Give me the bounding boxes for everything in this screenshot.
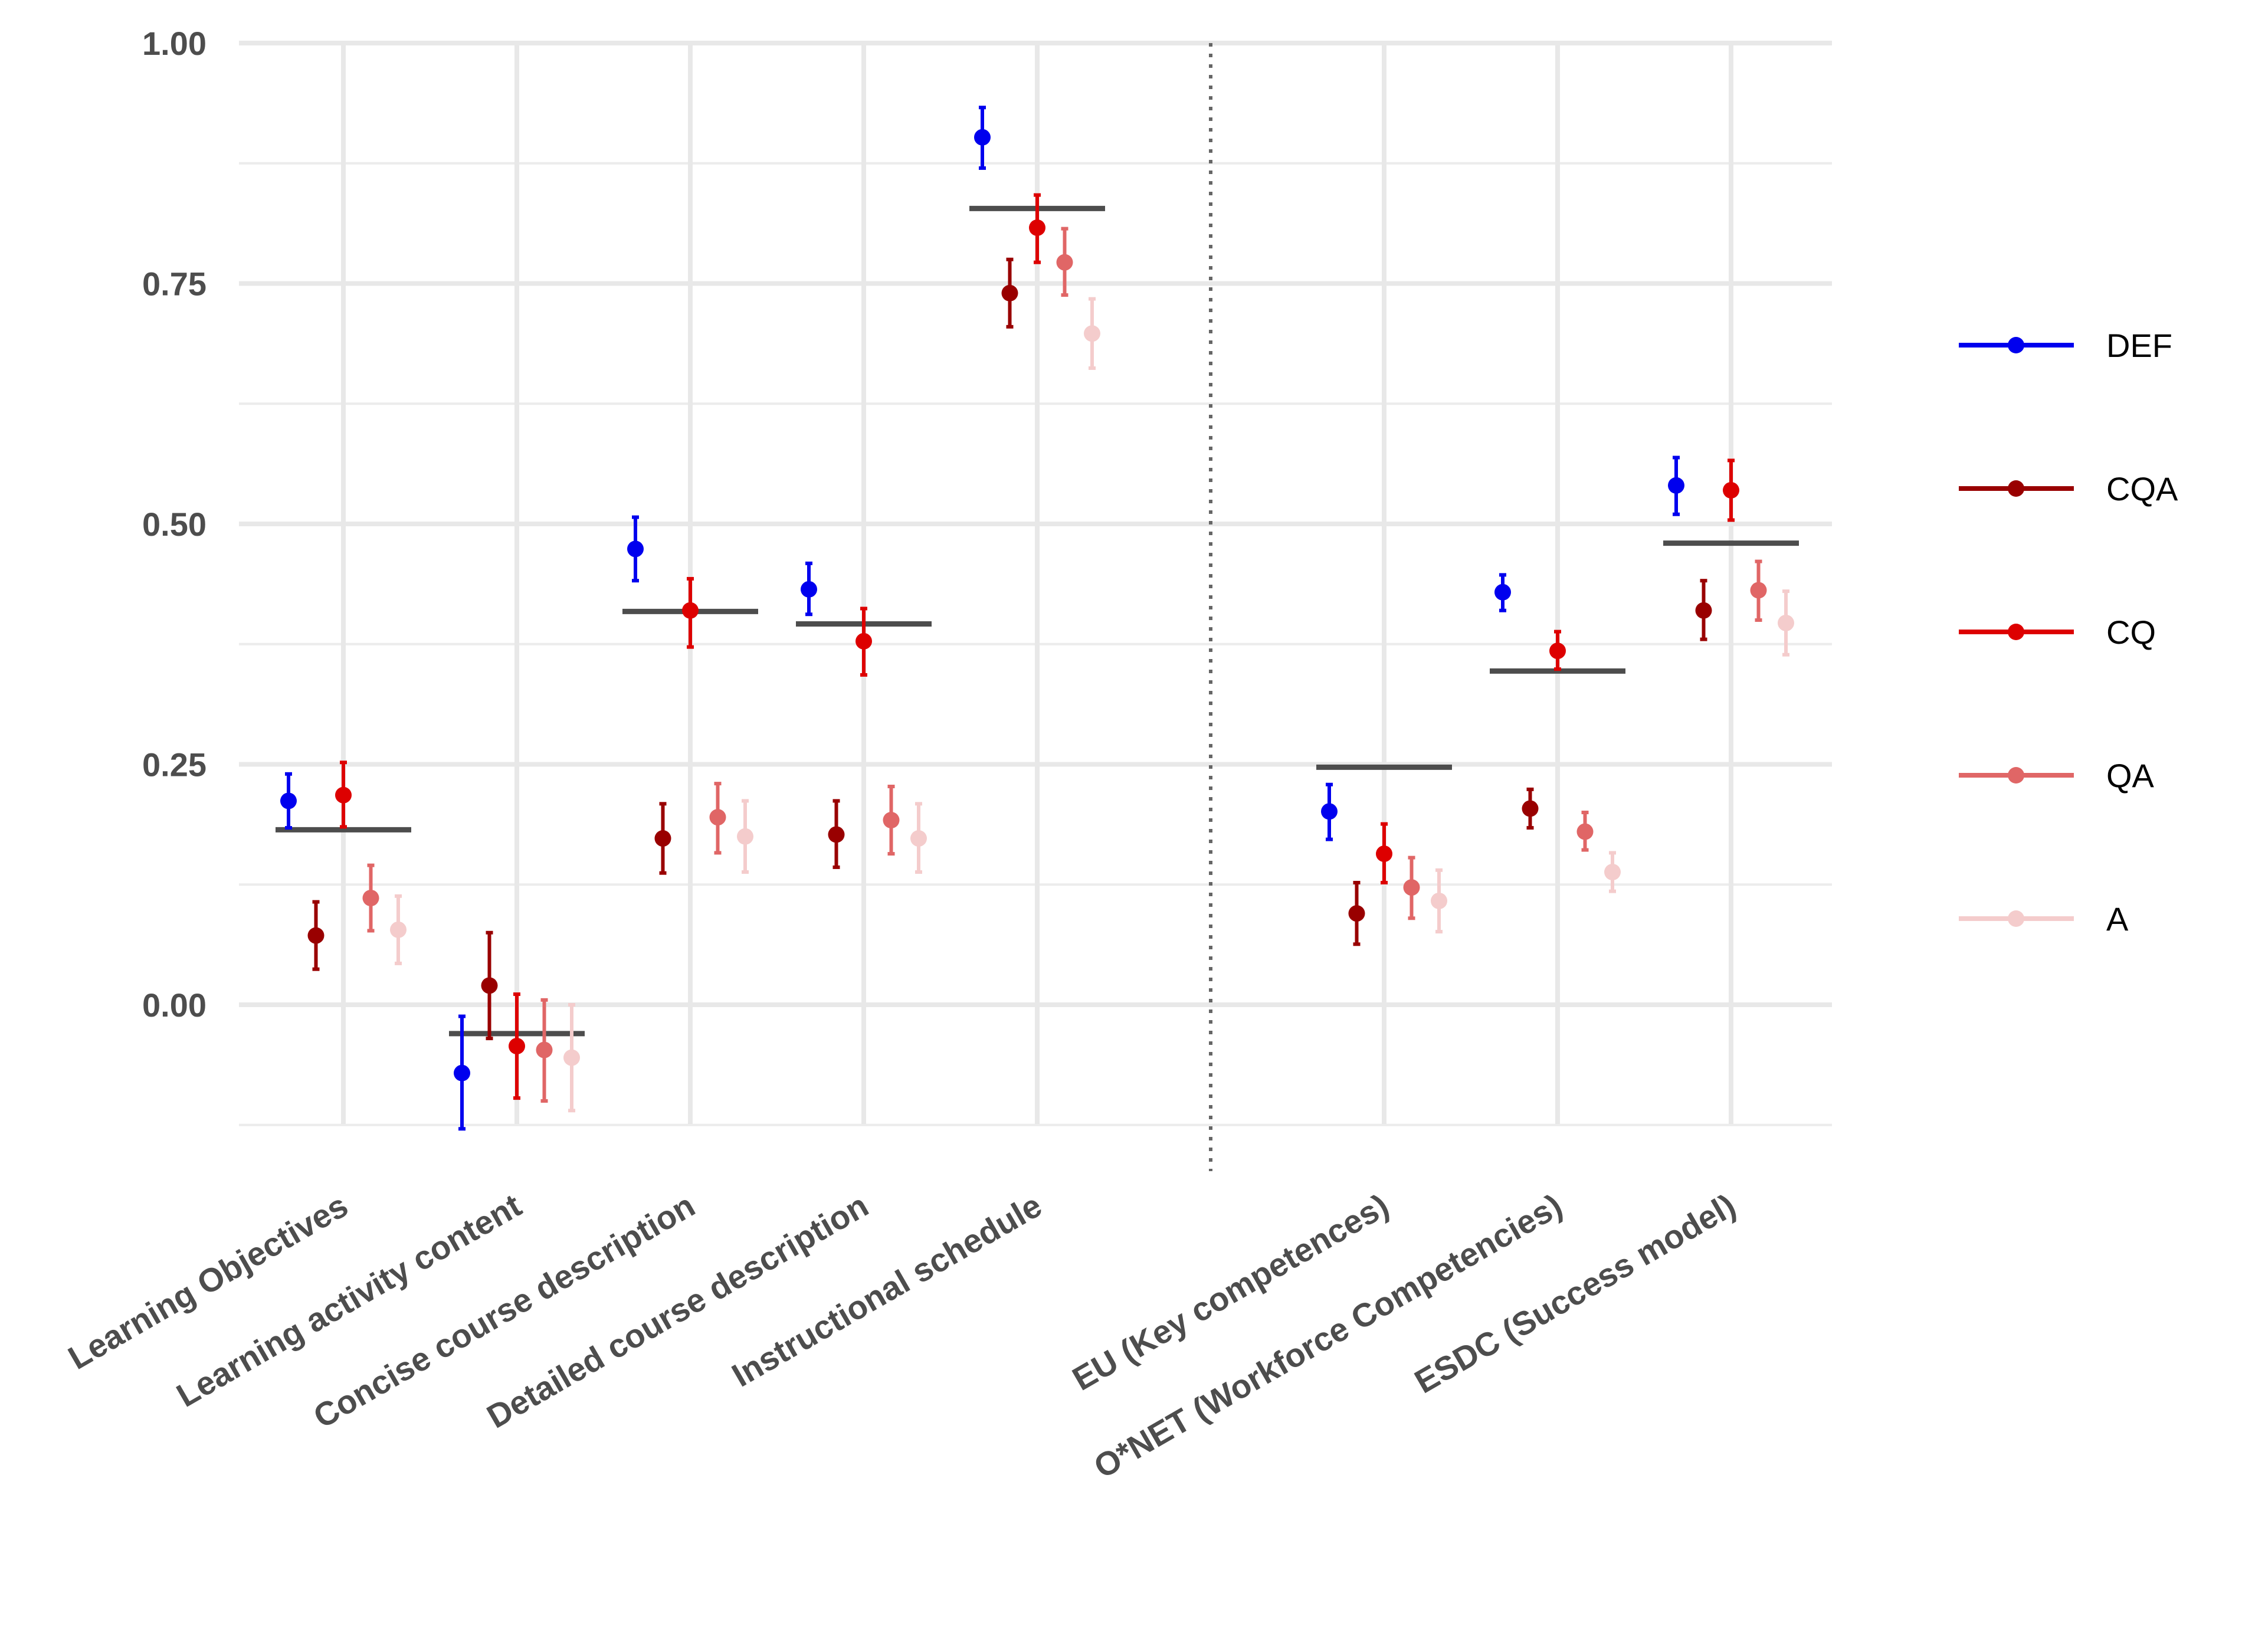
legend-item-qa: QA [1959,757,2155,794]
data-point [280,792,297,809]
data-point [335,786,352,804]
data-point [1522,800,1539,817]
data-point [883,812,900,829]
data-point [1695,602,1712,619]
legend-label: DEF [2106,327,2172,364]
data-point [1403,879,1420,896]
data-point [654,830,671,847]
data-point [481,977,498,994]
legend-label: CQA [2106,470,2178,507]
data-point [709,809,726,826]
data-point [1056,254,1073,271]
legend-swatch-point [2008,910,2024,927]
data-point [563,1049,580,1066]
series-cq [335,193,1739,1100]
data-point [1029,219,1045,236]
series-qa [362,227,1767,1103]
legend-swatch-point [2008,624,2024,640]
legend-item-cq: CQ [1959,614,2156,651]
legend-label: QA [2106,757,2155,794]
data-point [910,830,927,847]
y-tick-label: 0.50 [142,506,206,543]
data-point [1576,823,1594,840]
y-axis-ticks: 0.00 0.25 0.50 0.75 1.00 [142,25,206,1024]
legend-item-a: A [1959,900,2129,938]
legend-label: CQ [2106,614,2156,651]
data-point [454,1064,470,1081]
data-point [390,921,407,938]
data-point [682,602,699,619]
legend-item-cqa: CQA [1959,470,2178,507]
legend-swatch-point [2008,337,2024,353]
legend-item-def: DEF [1959,327,2172,364]
data-point [1494,584,1511,601]
data-point [1668,477,1684,494]
data-point [974,129,991,146]
data-point [1750,582,1767,599]
series-marks [280,106,1794,1131]
y-tick-label: 1.00 [142,25,206,62]
data-point [1001,284,1018,301]
legend: DEF CQA CQ QA A [1959,327,2178,938]
y-tick-label: 0.75 [142,266,206,303]
data-point [1348,905,1365,922]
data-point [1321,803,1338,820]
data-point [1549,643,1566,660]
major-gridlines [239,41,1832,1124]
data-point [1723,481,1739,499]
legend-swatch-point [2008,767,2024,784]
data-point [509,1038,525,1055]
data-point [856,632,872,650]
y-tick-label: 0.00 [142,986,206,1024]
data-point [737,828,753,845]
legend-label: A [2106,900,2129,938]
data-point [1778,614,1794,631]
series-a [390,297,1794,1113]
data-point [536,1041,553,1058]
data-point [801,581,817,598]
data-point [1376,845,1392,863]
data-point [307,927,324,944]
data-point [627,540,644,558]
series-cqa [307,257,1712,1041]
data-point [1431,892,1447,909]
data-point [1084,325,1100,342]
data-point [362,890,379,907]
data-point [828,826,845,843]
series-def [280,106,1684,1131]
legend-swatch-point [2008,480,2024,497]
y-tick-label: 0.25 [142,746,206,784]
data-point [1604,864,1621,881]
